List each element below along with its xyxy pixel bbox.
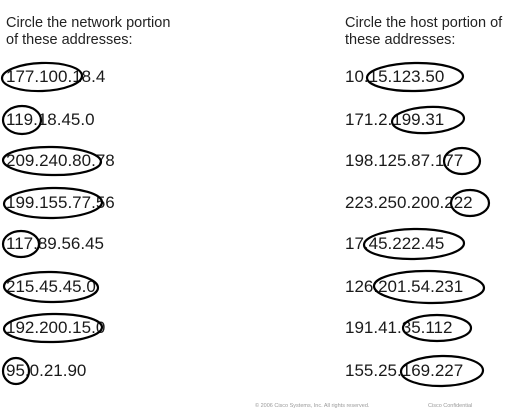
network-portion-heading: Circle the network portion of these addr… (6, 15, 170, 49)
circled-host-portion: 222 (444, 193, 473, 212)
circled-network-portion: 209.240.80. (6, 151, 96, 170)
heading-line: Circle the host portion of (345, 15, 503, 31)
network-address-row: 215.45.45.0 (6, 277, 96, 297)
address-remainder: 78 (95, 151, 115, 170)
circled-host-portion: 169.227 (401, 361, 464, 380)
circled-network-portion: 119. (6, 110, 38, 129)
address-remainder: 155.25. (345, 361, 402, 380)
host-address-row: 10.15.123.50 (345, 67, 444, 87)
host-address-row: 191.41.35.112 (345, 318, 452, 338)
host-address-row: 198.125.87.177 (345, 151, 463, 171)
network-address-row: 209.240.80.78 (6, 151, 115, 171)
host-address-row: 171.2.199.31 (345, 110, 444, 130)
address-remainder: 18.45.0 (37, 110, 95, 129)
host-address-row: 126.201.54.231 (345, 277, 463, 297)
address-remainder: 18.4 (72, 67, 106, 86)
circled-host-portion: 15.123.50 (368, 67, 445, 86)
circled-network-portion: 192.200.15. (6, 318, 96, 337)
host-portion-heading: Circle the host portion of these address… (345, 15, 502, 49)
confidential-notice: Cisco Confidential (428, 403, 473, 409)
circled-host-portion: 201.54.231 (378, 277, 464, 296)
address-remainder: 126. (345, 277, 379, 296)
circled-network-portion: 199.155.77. (6, 193, 96, 212)
address-remainder: 191.41. (345, 318, 402, 337)
address-remainder: 89.56.45 (37, 234, 105, 253)
network-address-row: 177.100.18.4 (6, 67, 105, 87)
address-remainder: 0 (95, 318, 106, 337)
network-address-row: 117.89.56.45 (6, 234, 104, 254)
address-remainder: 0 (86, 277, 96, 296)
circled-network-portion: 215.45.45. (6, 277, 87, 296)
address-remainder: 10. (345, 67, 369, 86)
network-address-row: 199.155.77.56 (6, 193, 115, 213)
heading-line: of these addresses: (6, 32, 133, 48)
circled-network-portion: 177.100. (6, 67, 73, 86)
address-remainder: 223.250.200. (345, 193, 445, 212)
circled-host-portion: 35.112 (401, 318, 453, 337)
heading-line: these addresses: (345, 32, 456, 48)
network-address-row: 119.18.45.0 (6, 110, 95, 130)
circled-network-portion: 117. (6, 234, 38, 253)
circled-host-portion: 177 (434, 151, 464, 170)
circled-host-portion: 199.31 (392, 110, 445, 129)
circled-host-portion: 45.222.45 (368, 234, 445, 253)
heading-line: Circle the network portion (6, 15, 171, 31)
host-address-row: 17.45.222.45 (345, 234, 444, 254)
host-address-row: 155.25.169.227 (345, 361, 463, 381)
host-address-row: 223.250.200.222 (345, 193, 473, 213)
network-address-row: 95.0.21.90 (6, 361, 86, 381)
address-remainder: 171.2. (345, 110, 393, 129)
address-remainder: 0.21.90 (29, 361, 87, 380)
address-remainder: 56 (95, 193, 115, 212)
network-address-row: 192.200.15.0 (6, 318, 105, 338)
address-remainder: 17. (345, 234, 369, 253)
copyright-notice: © 2006 Cisco Systems, Inc. All rights re… (255, 403, 370, 409)
address-remainder: 198.125.87. (345, 151, 435, 170)
circled-network-portion: 95. (6, 361, 30, 380)
